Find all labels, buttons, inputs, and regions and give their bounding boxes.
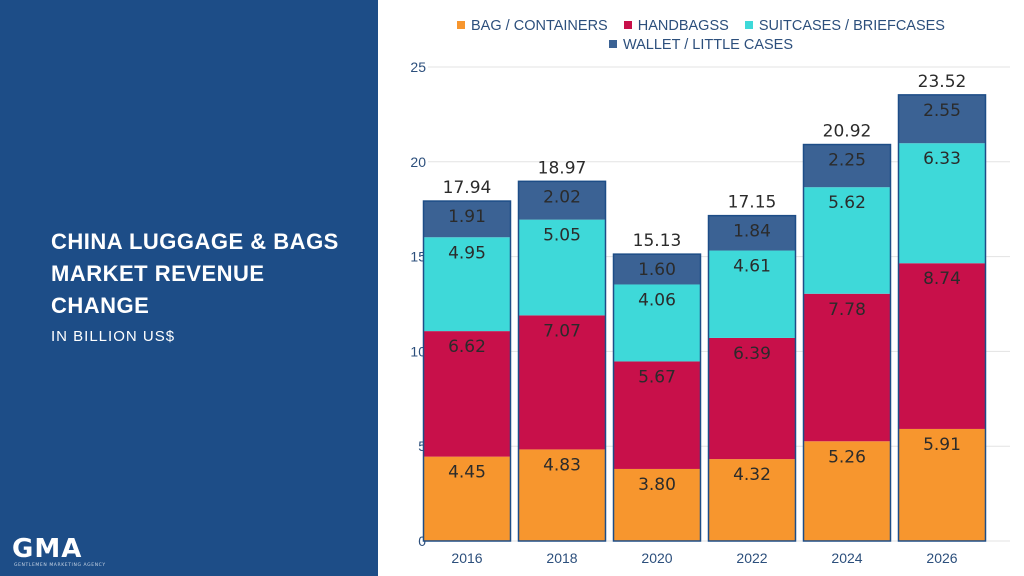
title-panel: CHINA LUGGAGE & BAGS MARKET REVENUE CHAN… [0, 0, 378, 576]
bar-segment [803, 293, 891, 442]
data-label: 5.05 [543, 226, 581, 246]
bar-segment [518, 315, 606, 450]
x-tick-label: 2018 [546, 550, 577, 566]
gma-logo: GMA GENTLEMEN MARKETING AGENCY [12, 535, 112, 575]
bar-segment [423, 201, 511, 238]
logo-tagline: GENTLEMEN MARKETING AGENCY [14, 563, 106, 568]
data-label: 7.07 [543, 321, 581, 341]
total-label: 15.13 [633, 231, 682, 251]
y-tick-label: 25 [410, 59, 426, 75]
data-label: 2.55 [923, 101, 961, 121]
total-label: 17.15 [728, 193, 777, 213]
bar-segment [803, 441, 891, 541]
bar-segment [423, 331, 511, 457]
legend-item-bag-containers: BAG / CONTAINERS [457, 17, 608, 36]
x-tick-label: 2024 [831, 550, 862, 566]
page-title: CHINA LUGGAGE & BAGS MARKET REVENUE CHAN… [51, 229, 339, 318]
x-tick-label: 2016 [451, 550, 482, 566]
x-tick-label: 2026 [926, 550, 957, 566]
bar-segment [803, 144, 891, 188]
bar-outline [707, 214, 797, 542]
bar-outline [612, 253, 702, 542]
legend-swatch [623, 21, 632, 29]
legend-item-wallet: WALLET / LITTLE CASES [608, 36, 794, 55]
legend-swatch [457, 21, 466, 29]
legend-item-handbags: HANDBAGSS [623, 17, 729, 36]
legend-label: WALLET / LITTLE CASES [622, 37, 794, 53]
bar-outline [422, 200, 512, 542]
bar-outline [517, 180, 607, 542]
total-label: 18.97 [538, 158, 587, 178]
bar-segment [518, 181, 606, 220]
data-label: 3.80 [638, 475, 676, 495]
data-label: 4.61 [733, 257, 771, 277]
bar-segment [613, 254, 701, 285]
bar-segment [898, 143, 986, 264]
data-label: 6.39 [733, 344, 771, 364]
total-label: 23.52 [918, 72, 967, 92]
bar-outline [802, 143, 892, 542]
data-label: 7.78 [828, 300, 866, 320]
bar-segment [708, 215, 796, 251]
bar-segment [708, 459, 796, 541]
chart-legend: BAG / CONTAINERS HANDBAGSS SUITCASES / B… [378, 17, 1024, 55]
data-label: 4.32 [733, 465, 771, 485]
legend-swatch [608, 40, 617, 48]
data-label: 2.25 [828, 151, 866, 171]
data-label: 8.74 [923, 269, 961, 289]
legend-item-suitcases: SUITCASES / BRIEFCASES [744, 17, 945, 36]
total-label: 17.94 [443, 178, 492, 198]
bar-segment [613, 361, 701, 469]
x-tick-label: 2022 [736, 550, 767, 566]
stacked-bar-chart: 0 5 10 15 20 25 4.45 6.62 4.95 1.91 17.94 2016 4.83 7… [410, 59, 1010, 566]
y-tick-label: 0 [418, 533, 426, 549]
data-label: 1.60 [638, 260, 676, 280]
legend-label: SUITCASES / BRIEFCASES [758, 18, 945, 34]
y-tick-label: 5 [418, 438, 426, 454]
data-label: 4.45 [448, 463, 486, 483]
data-label: 4.95 [448, 243, 486, 263]
y-tick-label: 15 [410, 249, 426, 265]
y-tick-label: 10 [410, 343, 426, 359]
data-label: 1.84 [733, 222, 771, 242]
bar-segment [423, 237, 511, 332]
data-label: 6.33 [923, 149, 961, 169]
bar-segment [898, 94, 986, 144]
page-subtitle: IN BILLION US$ [51, 328, 176, 345]
legend-label: HANDBAGSS [637, 18, 729, 34]
data-label: 4.83 [543, 455, 581, 475]
bar-segment [708, 337, 796, 460]
data-label: 1.91 [448, 207, 486, 227]
data-label: 2.02 [543, 187, 581, 207]
data-label: 5.62 [828, 193, 866, 213]
data-label: 5.67 [638, 367, 676, 387]
bar-segment [613, 468, 701, 541]
x-tick-label: 2020 [641, 550, 672, 566]
bar-segment [898, 428, 986, 541]
bar-segment [423, 456, 511, 541]
data-label: 5.91 [923, 435, 961, 455]
legend-swatch [744, 21, 753, 29]
bar-segment [898, 263, 986, 429]
bar-segment [803, 187, 891, 294]
data-label: 6.62 [448, 337, 486, 357]
total-label: 20.92 [823, 122, 872, 142]
data-label: 5.26 [828, 447, 866, 467]
bar-segment [518, 449, 606, 541]
y-tick-label: 20 [410, 154, 426, 170]
legend-label: BAG / CONTAINERS [471, 18, 608, 34]
logo-text: GMA [12, 534, 83, 564]
data-label: 4.06 [638, 290, 676, 310]
bar-outline [897, 94, 987, 542]
bar-segment [613, 284, 701, 362]
bar-segment [518, 219, 606, 316]
bar-segment [708, 250, 796, 338]
